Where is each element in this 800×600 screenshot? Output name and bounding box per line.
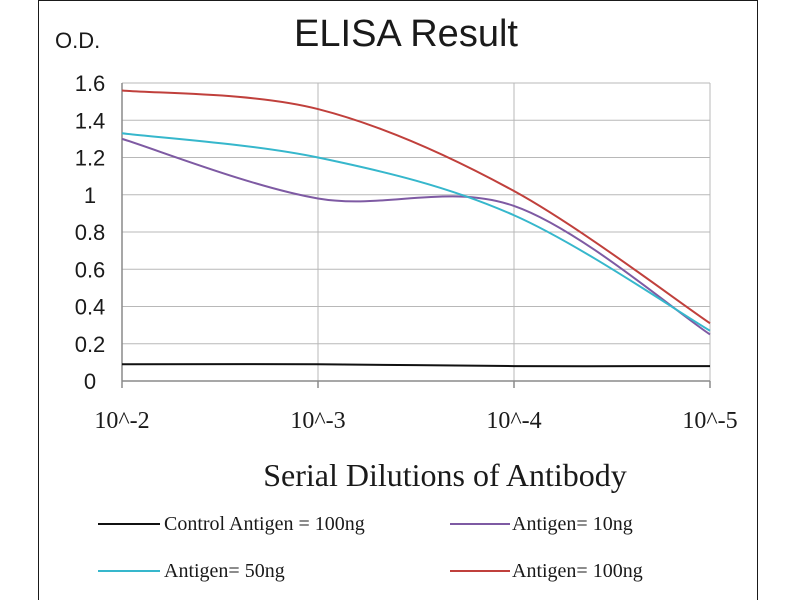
x-tick-label: 10^-5 (682, 408, 737, 434)
series-line-1 (121, 363, 711, 368)
y-tick-label: 0.6 (75, 257, 106, 282)
y-tick-label: 0.4 (75, 295, 106, 320)
legend-label-3: Antigen= 50ng (164, 560, 285, 582)
y-tick-label: 1.6 (75, 71, 106, 96)
series-line-3 (121, 132, 711, 332)
chart-frame (38, 0, 758, 600)
x-tick-labels: 10^-2 10^-3 10^-4 10^-5 (94, 408, 737, 434)
legend-label-2: Antigen= 10ng (512, 513, 633, 535)
y-axis-label: O.D. (55, 28, 100, 53)
x-axis-label: Serial Dilutions of Antibody (263, 457, 627, 493)
series-line-2 (121, 137, 711, 336)
series-line-4 (121, 89, 711, 325)
y-tick-label: 1 (84, 183, 96, 208)
y-tick-label: 0 (84, 369, 96, 394)
y-tick-label: 1.4 (75, 108, 106, 133)
legend-label-4: Antigen= 100ng (512, 560, 643, 582)
series-lines (121, 89, 711, 368)
grid-lines (121, 82, 711, 382)
x-tick-label: 10^-3 (290, 408, 345, 434)
y-tick-labels: 0 0.2 0.4 0.6 0.8 1 1.2 1.4 1.6 (75, 71, 106, 394)
axes (121, 83, 711, 388)
legend-label-1: Control Antigen = 100ng (164, 513, 365, 535)
y-tick-label: 1.2 (75, 146, 106, 171)
x-tick-label: 10^-4 (486, 408, 541, 434)
y-tick-label: 0.8 (75, 220, 106, 245)
x-tick-label: 10^-2 (94, 408, 149, 434)
y-tick-label: 0.2 (75, 332, 106, 357)
chart-title: ELISA Result (294, 13, 518, 55)
legend: Control Antigen = 100ng Antigen= 10ng Anti… (98, 513, 643, 582)
